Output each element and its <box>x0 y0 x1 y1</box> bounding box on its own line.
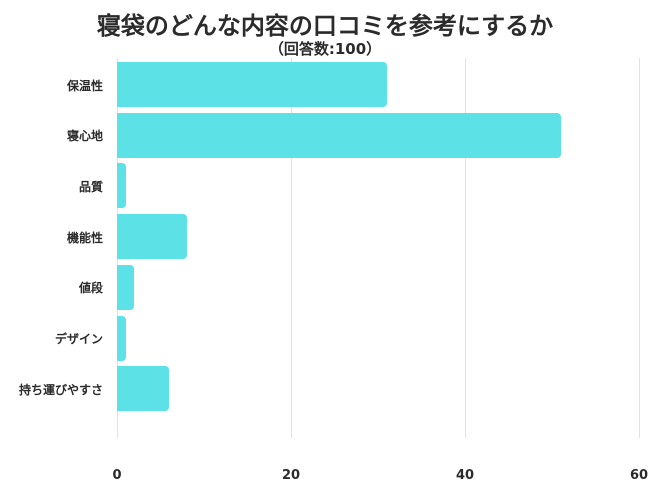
plot-area <box>117 58 640 438</box>
chart-title: 寝袋のどんな内容の口コミを参考にするか <box>96 12 554 40</box>
y-category-label: 値段 <box>78 281 103 296</box>
x-tick-label: 40 <box>455 468 475 483</box>
bar <box>117 62 387 107</box>
x-tick-label: 0 <box>112 468 122 483</box>
chart-subtitle: （回答数:100） <box>268 40 382 58</box>
y-category-label: デザイン <box>54 332 103 346</box>
x-tick-label: 60 <box>629 468 649 483</box>
x-tick-label: 20 <box>281 468 301 483</box>
y-category-label: 機能性 <box>66 230 103 245</box>
y-category-label: 保温性 <box>66 78 103 93</box>
y-category-label: 持ち運びやすさ <box>18 382 103 397</box>
bar <box>117 112 561 158</box>
gridline <box>465 58 466 438</box>
y-category-label: 品質 <box>78 179 103 194</box>
bar <box>117 366 170 412</box>
bar <box>117 163 126 209</box>
y-category-label: 寝心地 <box>66 129 103 144</box>
bar <box>117 214 187 260</box>
gridline <box>291 58 292 438</box>
bar <box>117 315 126 361</box>
gridline <box>639 58 640 438</box>
bar <box>117 264 135 310</box>
